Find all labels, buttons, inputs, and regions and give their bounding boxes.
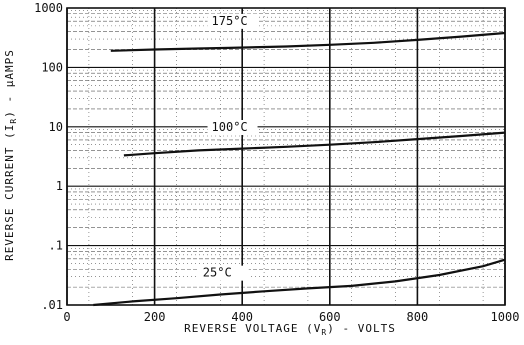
x-tick-label: 200 (144, 310, 166, 324)
grid (66, 7, 506, 306)
curve-label-2: 25°C (203, 266, 232, 280)
x-tick-label: 0 (63, 310, 70, 324)
x-axis-label-sub: R (321, 328, 327, 337)
y-axis-label-main: REVERSE CURRENT (I (3, 124, 16, 261)
curve-label-0: 175°C (212, 14, 248, 28)
x-axis-label-tail: ) - VOLTS (327, 322, 396, 335)
curve-label-bg (207, 13, 258, 29)
y-axis-label-tail: ) - µAMPS (3, 49, 16, 118)
plot-frame (66, 7, 506, 306)
y-axis-label: REVERSE CURRENT (IR) - µAMPS (3, 49, 18, 261)
curve-label-1: 100°C (212, 120, 248, 134)
y-tick-label: .1 (49, 239, 63, 253)
series-lines (93, 31, 506, 307)
y-tick-label: 1000 (34, 1, 63, 15)
x-axis-label: REVERSE VOLTAGE (VR) - VOLTS (184, 322, 396, 337)
y-tick-labels: 1000 100 10 1 .1 .01 (34, 1, 63, 312)
y-tick-label: .01 (41, 298, 63, 312)
x-tick-label: 1000 (491, 310, 520, 324)
y-tick-label: 10 (49, 120, 63, 134)
series-line-1 (123, 131, 506, 157)
x-tick-label: 600 (319, 310, 341, 324)
y-tick-label: 100 (41, 60, 63, 74)
series-line-2 (93, 258, 506, 307)
x-tick-label: 400 (231, 310, 253, 324)
curve-label-bg (198, 265, 249, 281)
series-line-0 (110, 31, 506, 52)
y-axis-label-sub: R (9, 118, 18, 124)
x-tick-label: 800 (407, 310, 429, 324)
x-tick-labels: 0 200 400 600 800 1000 (63, 310, 519, 324)
axes (66, 7, 506, 306)
y-tick-label: 1 (56, 179, 63, 193)
x-axis-label-main: REVERSE VOLTAGE (V (184, 322, 321, 335)
curve-label-bg (207, 119, 258, 135)
curve-labels: 175°C 100°C 25°C (198, 13, 258, 281)
